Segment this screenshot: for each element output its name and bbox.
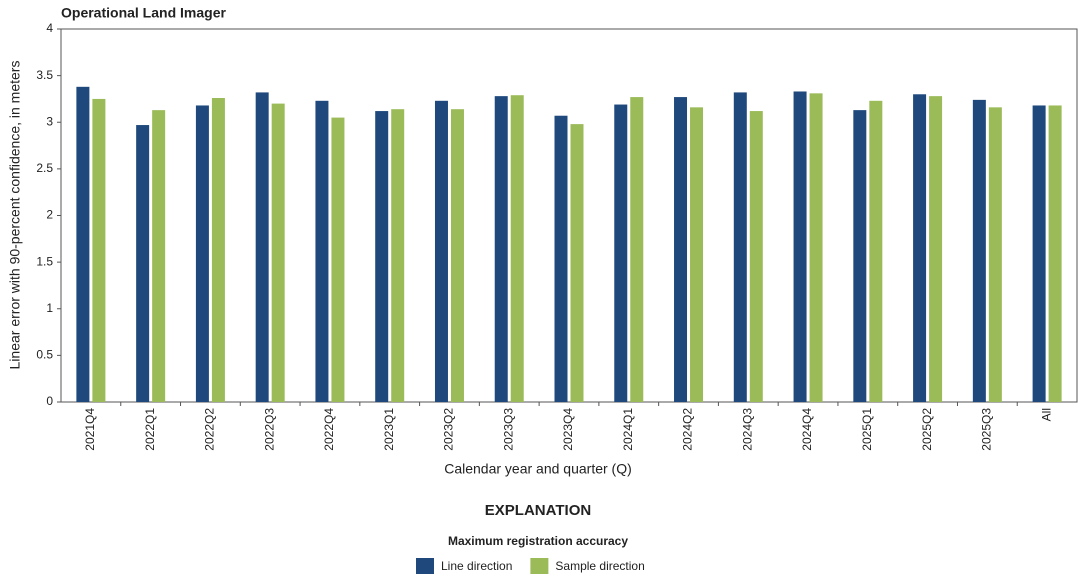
y-tick-label: 0.5 [36,348,53,362]
bar [733,92,747,402]
x-tick-label: 2022Q3 [262,408,276,451]
y-tick-label: 2.5 [36,161,53,175]
bar [92,98,106,402]
bar [331,117,345,403]
bar [630,97,644,402]
legend-title: Maximum registration accuracy [448,534,628,548]
bar [853,110,867,402]
bar [1032,105,1046,402]
bar [136,125,150,403]
x-tick-label: 2024Q4 [800,408,814,451]
legend-swatch [416,558,434,574]
bar [1048,105,1062,402]
bar [674,97,688,402]
x-tick-label: 2022Q1 [143,408,157,451]
x-tick-label: 2023Q2 [442,408,456,451]
bar [434,100,448,403]
x-tick-label: 2024Q1 [621,408,635,451]
x-tick-label: 2021Q4 [83,408,97,451]
bar [510,95,524,403]
bar [570,124,584,403]
bar [690,107,704,402]
bar [614,104,628,402]
x-tick-label: 2023Q3 [501,408,515,451]
bar [211,98,225,402]
y-tick-label: 3.5 [36,68,53,82]
bar [869,100,883,403]
y-tick-label: 1.5 [36,254,53,268]
bar [255,92,269,402]
bar [76,86,90,402]
x-tick-label: 2024Q3 [740,408,754,451]
bar [271,103,285,402]
y-tick-label: 4 [46,21,53,35]
bar [929,96,943,402]
legend-heading: EXPLANATION [485,502,591,519]
y-tick-label: 0 [46,394,53,408]
x-tick-label: 2025Q3 [980,408,994,451]
bar [793,91,807,402]
x-tick-label: 2025Q1 [860,408,874,451]
x-tick-label: All [1039,408,1053,421]
bar [809,93,823,402]
legend-label: Sample direction [555,559,644,573]
x-tick-label: 2025Q2 [920,408,934,451]
bar [913,94,927,403]
legend-swatch [530,558,549,574]
bar [152,110,166,402]
bar [972,99,986,403]
x-tick-label: 2022Q2 [203,408,217,451]
x-tick-label: 2024Q2 [681,408,695,451]
y-tick-label: 1 [46,301,53,315]
bar [554,115,568,402]
x-tick-label: 2023Q4 [561,408,575,451]
y-tick-label: 2 [46,208,53,222]
y-tick-label: 3 [46,114,53,128]
y-axis-label: Linear error with 90-percent confidence,… [7,61,23,370]
bar [749,111,763,402]
bar [195,105,209,402]
bar [988,107,1002,402]
x-tick-label: 2022Q4 [322,408,336,451]
chart-title: Operational Land Imager [61,5,226,21]
x-axis-label: Calendar year and quarter (Q) [444,461,632,477]
legend-label: Line direction [441,559,512,573]
bar [450,109,464,402]
bar [315,100,329,403]
bar [375,111,389,402]
bar [494,96,508,402]
bar [391,109,405,402]
x-tick-label: 2023Q1 [382,408,396,451]
